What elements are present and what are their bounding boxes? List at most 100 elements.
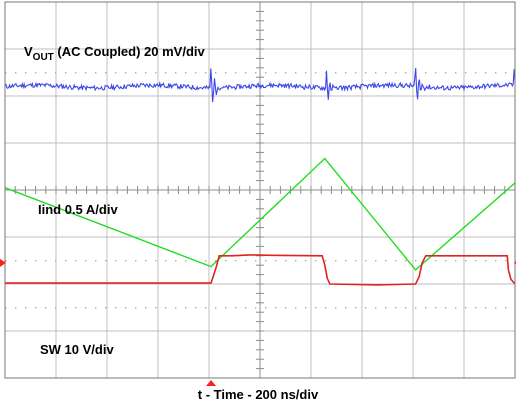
sub-grid-dot	[365, 307, 367, 309]
sub-grid-dot	[405, 260, 407, 262]
sub-grid-dot	[135, 307, 137, 309]
sub-grid-dot	[255, 307, 257, 309]
sub-grid-dot	[375, 307, 377, 309]
sub-grid-dot	[175, 307, 177, 309]
sub-grid-dot	[415, 260, 417, 262]
sub-grid-dot	[45, 307, 47, 309]
sub-grid-dot	[165, 72, 167, 74]
sub-grid-dot	[115, 307, 117, 309]
sub-grid-dot	[485, 72, 487, 74]
sub-grid-dot	[105, 260, 107, 262]
sub-grid-dot	[145, 72, 147, 74]
sub-grid-dot	[165, 260, 167, 262]
sub-grid-dot	[35, 72, 37, 74]
sub-grid-dot	[375, 260, 377, 262]
sub-grid-dot	[235, 72, 237, 74]
sub-grid-dot	[285, 260, 287, 262]
sub-grid-dot	[205, 72, 207, 74]
vout-label-rest: (AC Coupled) 20 mV/div	[54, 44, 206, 59]
sub-grid-dot	[395, 307, 397, 309]
sub-grid-dot	[295, 260, 297, 262]
sub-grid-dot	[55, 307, 57, 309]
sub-grid-dot	[255, 260, 257, 262]
sub-grid-dot	[215, 260, 217, 262]
sub-grid-dot	[475, 307, 477, 309]
sub-grid-dot	[235, 307, 237, 309]
sub-grid-dot	[85, 72, 87, 74]
sub-grid-dot	[65, 72, 67, 74]
sub-grid-dot	[345, 307, 347, 309]
x-axis-label: t - Time - 200 ns/div	[198, 387, 319, 402]
sub-grid-dot	[245, 307, 247, 309]
sub-grid-dot	[195, 307, 197, 309]
sub-grid-dot	[45, 260, 47, 262]
sub-grid-dot	[145, 260, 147, 262]
sub-grid-dot	[5, 72, 7, 74]
sub-grid-dot	[5, 307, 7, 309]
sub-grid-dot	[505, 72, 507, 74]
sub-grid-dot	[425, 307, 427, 309]
sub-grid-dot	[75, 307, 77, 309]
sub-grid-dot	[315, 307, 317, 309]
sub-grid-dot	[255, 72, 257, 74]
sub-grid-dot	[505, 260, 507, 262]
sub-grid-dot	[225, 307, 227, 309]
sub-grid-dot	[155, 72, 157, 74]
sub-grid-dot	[185, 72, 187, 74]
sub-grid-dot	[405, 307, 407, 309]
sub-grid-dot	[85, 307, 87, 309]
sub-grid-dot	[225, 260, 227, 262]
sub-grid-dot	[185, 260, 187, 262]
iind-line	[4, 157, 516, 271]
sub-grid-dot	[95, 307, 97, 309]
sub-grid-dot	[355, 72, 357, 74]
trigger-marker-icon	[206, 380, 217, 386]
sub-grid-dot	[155, 307, 157, 309]
sub-grid-dot	[55, 260, 57, 262]
sub-grid-dot	[445, 72, 447, 74]
vout-channel-label: VOUT (AC Coupled) 20 mV/div	[24, 44, 206, 63]
sw-trace	[5, 254, 516, 286]
sub-grid-dot	[365, 72, 367, 74]
sub-grid-dot	[395, 260, 397, 262]
sub-grid-dot	[415, 307, 417, 309]
sub-grid-dot	[345, 260, 347, 262]
sub-grid-dot	[15, 260, 17, 262]
sub-grid-dot	[285, 72, 287, 74]
sub-grid-dot	[185, 307, 187, 309]
sub-grid-dot	[475, 260, 477, 262]
sub-grid-dot	[215, 72, 217, 74]
sub-grid-dot	[305, 260, 307, 262]
sub-grid-dot	[435, 260, 437, 262]
sub-grid-dot	[385, 307, 387, 309]
sub-grid-dot	[25, 260, 27, 262]
sub-grid-dot	[385, 260, 387, 262]
iind-channel-label: Iind 0.5 A/div	[38, 202, 118, 217]
sub-grid-dot	[175, 72, 177, 74]
sub-grid-dot	[375, 72, 377, 74]
sub-grid-dot	[385, 72, 387, 74]
sub-grid-dot	[495, 260, 497, 262]
sub-grid-dot	[315, 260, 317, 262]
sub-grid-dot	[325, 72, 327, 74]
sub-grid-dot	[45, 72, 47, 74]
sub-grid-dot	[485, 307, 487, 309]
sub-grid-dot	[195, 72, 197, 74]
sub-grid-dot	[365, 260, 367, 262]
sub-grid-dot	[95, 260, 97, 262]
sub-grid-dot	[455, 260, 457, 262]
sub-grid-dot	[175, 260, 177, 262]
sub-grid-dot	[245, 72, 247, 74]
sub-grid-dot	[105, 72, 107, 74]
vout-label-sub: OUT	[33, 52, 54, 63]
sub-grid-dot	[35, 260, 37, 262]
sub-grid-dot	[465, 72, 467, 74]
sub-grid-dot	[295, 72, 297, 74]
sub-grid-dot	[125, 307, 127, 309]
sub-grid-dot	[25, 72, 27, 74]
sub-grid-dot	[315, 72, 317, 74]
sub-grid-dot	[115, 260, 117, 262]
plot-frame	[4, 1, 516, 379]
sub-grid-dot	[205, 260, 207, 262]
iind-trace	[4, 157, 516, 271]
